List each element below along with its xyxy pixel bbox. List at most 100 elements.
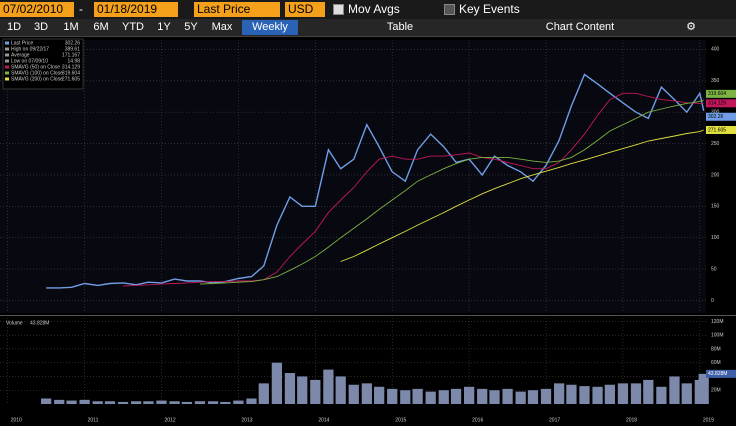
range-button[interactable]: Max [211, 21, 233, 33]
volume-bar [425, 391, 436, 404]
volume-bar [181, 401, 193, 404]
range-button[interactable]: 3D [33, 21, 49, 33]
frequency-select[interactable]: Weekly [242, 20, 298, 35]
currency-select[interactable]: USD [285, 2, 325, 17]
legend-value: 389.61 [65, 46, 81, 52]
volume-bar [527, 390, 539, 404]
volume-bar [630, 383, 642, 404]
legend-value: 319.604 [62, 70, 80, 76]
range-button[interactable]: 1D [6, 21, 22, 33]
volume-bar [540, 388, 552, 404]
volume-bar [41, 398, 52, 404]
field-select[interactable]: Last Price [194, 2, 280, 17]
last-value-tag [706, 125, 736, 134]
range-button[interactable]: 6M [93, 21, 109, 33]
volume-bar [502, 388, 513, 404]
series-line [46, 73, 705, 289]
volume-bar [79, 399, 90, 404]
x-tick-label: 2018 [626, 417, 637, 423]
x-tick-label: 2011 [88, 417, 99, 423]
y-tick-label: 120M [711, 319, 724, 325]
volume-bar [169, 401, 180, 404]
y-tick-label: 200 [711, 172, 720, 178]
x-tick-label: 2015 [395, 417, 406, 423]
volume-bar [477, 388, 488, 404]
volume-bar [207, 401, 219, 404]
volume-bar [387, 388, 398, 404]
volume-bar [669, 376, 680, 404]
last-value-label: 302.26 [708, 114, 724, 120]
y-tick-label: 100M [711, 333, 724, 339]
y-tick-label: 300 [711, 110, 720, 116]
volume-bar [323, 369, 334, 404]
y-tick-label: 60M [711, 360, 721, 366]
volume-bar [156, 400, 167, 404]
x-tick-label: 2017 [549, 417, 560, 423]
volume-bar [335, 376, 346, 404]
start-date[interactable]: 07/02/2010 [0, 2, 74, 17]
y-tick-label: 50 [711, 266, 717, 272]
key-events-label[interactable]: Key Events [459, 2, 520, 16]
legend-label: Last Price [11, 40, 33, 46]
last-value-label: 43.828M [708, 371, 727, 377]
volume-bar [92, 401, 103, 404]
volume-bar [104, 401, 116, 404]
date-separator: - [79, 2, 83, 16]
last-value-label: 271.605 [708, 127, 726, 133]
volume-bar [361, 383, 372, 404]
volume-bar [592, 386, 603, 404]
last-value-tag [706, 99, 736, 108]
range-button[interactable]: 1Y [157, 21, 171, 33]
legend-value: 302.26 [65, 40, 81, 46]
volume-bar [656, 386, 667, 404]
volume-bar [194, 401, 206, 404]
range-button[interactable]: 1M [63, 21, 79, 33]
legend-label: Volume [6, 320, 23, 326]
y-tick-label: 0 [711, 298, 714, 304]
series-line [123, 92, 704, 287]
volume-bar [617, 383, 629, 404]
range-button[interactable]: YTD [122, 21, 144, 33]
chart-content-button[interactable]: Chart Content [545, 21, 615, 33]
legend-label: SMAVG (200) on Close [11, 76, 63, 82]
legend-value: 314.129 [62, 64, 80, 70]
y-tick-label: 350 [711, 78, 720, 84]
x-tick-label: 2014 [318, 417, 329, 423]
y-tick-label: 20M [711, 388, 721, 394]
volume-bar [348, 384, 359, 404]
legend-value: 14.98 [67, 58, 80, 64]
volume-bar [310, 379, 321, 404]
legend-label: Average [11, 52, 30, 58]
last-value-tag [706, 89, 736, 98]
end-date[interactable]: 01/18/2019 [94, 2, 178, 17]
x-tick-label: 2016 [472, 417, 483, 423]
volume-bar [464, 386, 475, 404]
mov-avgs-label[interactable]: Mov Avgs [348, 2, 400, 16]
volume-bar [566, 384, 577, 404]
x-tick-label: 2019 [703, 417, 714, 423]
key-events-checkbox[interactable] [444, 4, 455, 15]
legend-swatch [5, 77, 9, 81]
volume-bar [143, 401, 154, 404]
volume-bar [54, 399, 65, 404]
chart: 050100150200250300350400302.26314.129319… [0, 38, 736, 423]
last-value-label: 319.604 [708, 91, 726, 97]
legend-label: High on 09/22/17 [11, 46, 49, 52]
x-tick-label: 2012 [165, 417, 176, 423]
volume-bar [374, 386, 385, 404]
legend: Last Price 302.26 High on 09/22/17 389.61 Av… [2, 38, 84, 90]
x-tick-label: 2010 [11, 417, 22, 423]
last-value-tag [706, 112, 736, 121]
volume-bar [117, 401, 129, 404]
mov-avgs-checkbox[interactable] [333, 4, 344, 15]
legend-label: Low on 07/09/10 [11, 58, 48, 64]
volume-bar [297, 376, 308, 404]
settings-button[interactable]: ⚙ [686, 21, 696, 33]
toolbar-bottom: 1D 3D 1M 6M YTD 1Y 5Y Max Weekly Table C… [0, 19, 736, 37]
table-button[interactable]: Table [386, 21, 414, 33]
range-button[interactable]: 5Y [184, 21, 198, 33]
volume-bar [246, 398, 257, 404]
legend-swatch [5, 59, 9, 63]
legend-swatch [5, 71, 9, 75]
volume-bar [66, 400, 77, 404]
